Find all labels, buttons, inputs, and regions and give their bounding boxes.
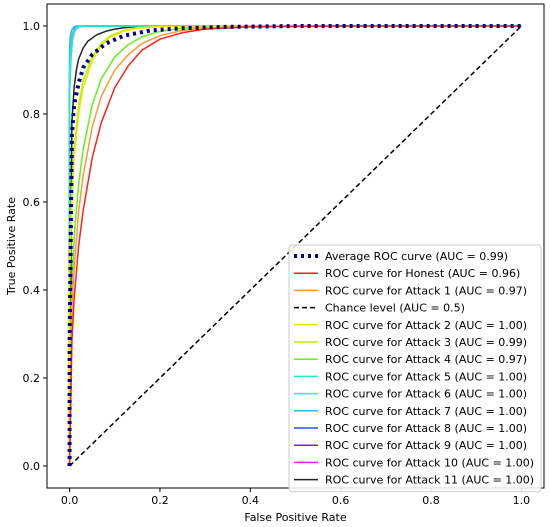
legend-entry-label: ROC curve for Attack 8 (AUC = 1.00)	[325, 422, 527, 435]
x-axis-label: False Positive Rate	[244, 511, 346, 524]
curves-layer	[67, 24, 522, 467]
x-tick-label: 0.8	[422, 494, 440, 507]
legend-entry-label: ROC curve for Attack 9 (AUC = 1.00)	[325, 439, 527, 452]
series-line-7	[68, 25, 522, 466]
y-tick-label: 1.0	[23, 20, 41, 33]
legend-entry-label: ROC curve for Attack 4 (AUC = 0.97)	[325, 353, 527, 366]
x-tick-label: 0.4	[242, 494, 260, 507]
legend-entry-label: ROC curve for Attack 2 (AUC = 1.00)	[325, 319, 527, 332]
legend-entry-label: ROC curve for Attack 1 (AUC = 0.97)	[325, 284, 527, 297]
legend-entry-label: ROC curve for Honest (AUC = 0.96)	[325, 267, 520, 280]
y-axis-label: True Positive Rate	[5, 197, 18, 296]
x-tick-label: 1.0	[513, 494, 531, 507]
legend-entry-label: ROC curve for Attack 11 (AUC = 1.00)	[325, 474, 534, 487]
y-tick-label: 0.8	[23, 108, 41, 121]
legend-entry-label: Chance level (AUC = 0.5)	[325, 302, 465, 315]
legend-entry-label: ROC curve for Attack 5 (AUC = 1.00)	[325, 370, 527, 383]
y-tick-label: 0.0	[23, 460, 41, 473]
x-tick-label: 0.6	[332, 494, 350, 507]
legend-box	[288, 244, 542, 493]
legend: Average ROC curve (AUC = 0.99) ROC curve …	[288, 244, 542, 493]
legend-entry-label: Average ROC curve (AUC = 0.99)	[325, 250, 508, 263]
x-tick-label: 0.0	[61, 494, 79, 507]
legend-entry-label: ROC curve for Attack 10 (AUC = 1.00)	[325, 456, 534, 469]
legend-entry-label: ROC curve for Attack 3 (AUC = 0.99)	[325, 336, 527, 349]
x-tick-label: 0.2	[151, 494, 169, 507]
series-line-1	[68, 25, 522, 467]
series-line-0	[67, 24, 522, 466]
y-tick-label: 0.2	[23, 372, 41, 385]
legend-entry-label: ROC curve for Attack 6 (AUC = 1.00)	[325, 388, 527, 401]
y-tick-label: 0.6	[23, 196, 41, 209]
legend-entry-label: ROC curve for Attack 7 (AUC = 1.00)	[325, 405, 527, 418]
y-tick-label: 0.4	[23, 284, 41, 297]
